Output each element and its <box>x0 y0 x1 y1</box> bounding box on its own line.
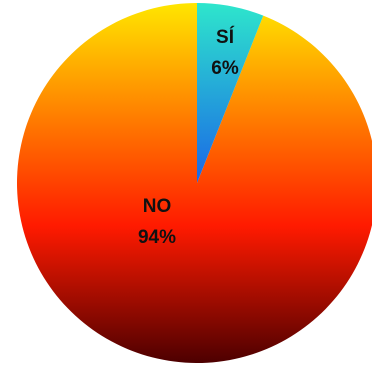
slice-value-no: 94% <box>138 227 176 248</box>
slice-label-si: SÍ <box>216 26 235 48</box>
slice-value-si: 6% <box>211 58 239 79</box>
pie-slice-si <box>197 3 264 183</box>
slice-label-no: NO <box>143 196 172 217</box>
pie-slice-no <box>17 3 372 363</box>
